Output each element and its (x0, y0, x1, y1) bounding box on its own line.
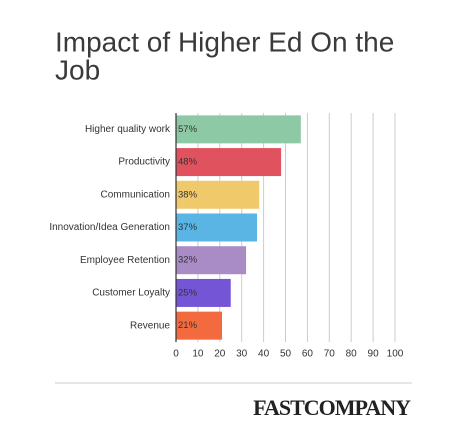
x-tick-label: 90 (368, 349, 380, 360)
chart-title: Job (55, 54, 100, 85)
bar (176, 311, 222, 340)
value-label: 21% (178, 320, 198, 331)
value-label: 57% (178, 124, 198, 135)
x-tick-label: 80 (346, 349, 358, 360)
value-label: 48% (178, 157, 198, 168)
y-tick-label: Productivity (118, 157, 170, 168)
bar (176, 180, 260, 209)
y-tick-label: Innovation/Idea Generation (49, 222, 170, 233)
bar (176, 213, 258, 242)
x-tick-label: 40 (258, 349, 270, 360)
bar (176, 246, 247, 275)
value-label: 32% (178, 255, 198, 266)
x-tick-label: 0 (173, 349, 179, 360)
bar (176, 148, 282, 177)
y-tick-label: Employee Retention (80, 255, 170, 266)
value-label: 38% (178, 189, 198, 200)
bar (176, 278, 231, 307)
y-tick-label: Customer Loyalty (92, 288, 170, 299)
value-label: 37% (178, 222, 198, 233)
x-tick-label: 10 (192, 349, 204, 360)
y-tick-label: Communication (101, 189, 170, 200)
x-tick-label: 60 (302, 349, 314, 360)
value-label: 25% (178, 287, 198, 298)
y-tick-label: Higher quality work (85, 124, 171, 135)
x-tick-label: 30 (236, 349, 248, 360)
bar (176, 115, 301, 144)
x-tick-label: 100 (387, 349, 404, 360)
y-tick-label: Revenue (130, 320, 170, 331)
x-tick-label: 50 (280, 349, 292, 360)
x-tick-label: 20 (214, 349, 226, 360)
x-tick-label: 70 (324, 349, 336, 360)
chart-title: Impact of Higher Ed On the (55, 26, 394, 57)
logo: FASTCOMPANY (253, 395, 411, 420)
